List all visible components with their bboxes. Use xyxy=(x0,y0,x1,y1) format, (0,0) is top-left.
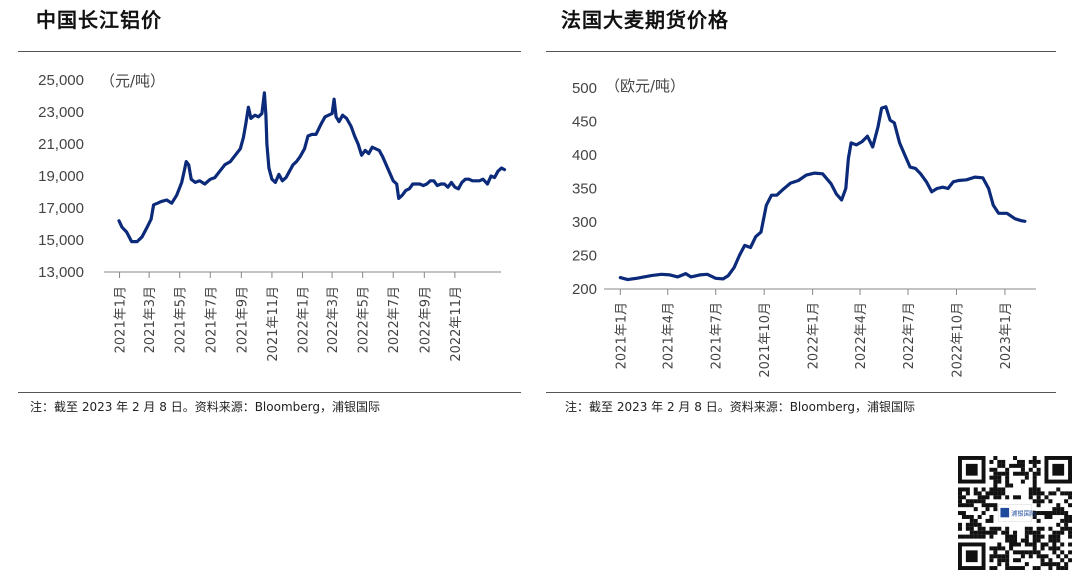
x-tick-label: 2022年1月 xyxy=(807,302,822,369)
y-tick-label: 21,000 xyxy=(38,136,84,153)
x-tick-label: 2021年11月 xyxy=(266,286,281,362)
x-tick-label: 2022年10月 xyxy=(950,302,965,378)
x-tick-label: 2022年11月 xyxy=(449,286,464,362)
x-tick-label: 2021年10月 xyxy=(758,302,773,378)
chart-title-aluminum: 中国长江铝价 xyxy=(36,8,162,32)
y-tick-label: 13,000 xyxy=(38,264,84,281)
y-tick-label: 250 xyxy=(572,248,597,265)
x-tick-label: 2021年5月 xyxy=(174,286,189,353)
y-tick-label: 23,000 xyxy=(38,104,84,121)
x-tick-label: 2022年1月 xyxy=(297,286,312,353)
svg-text:浦银国际: 浦银国际 xyxy=(1011,509,1036,518)
x-tick-label: 2022年7月 xyxy=(387,286,402,353)
unit-label: （元/吨） xyxy=(100,72,165,90)
source-note-left: 注：截至 2023 年 2 月 8 日。资料来源：Bloomberg，浦银国际 xyxy=(30,400,380,414)
x-tick-label: 2021年9月 xyxy=(235,286,250,353)
x-tick-label: 2021年1月 xyxy=(614,302,629,369)
unit-label: （欧元/吨） xyxy=(605,77,685,95)
x-tick-label: 2021年3月 xyxy=(143,286,158,353)
y-tick-label: 450 xyxy=(572,114,597,131)
aluminum-price-chart: （元/吨） 25,000 23,000 21,000 19,000 17,000 15,00… xyxy=(38,72,507,362)
y-tick-label: 350 xyxy=(572,181,597,198)
x-tick-label: 2021年7月 xyxy=(710,302,725,369)
series-line xyxy=(117,91,507,244)
y-tick-label: 19,000 xyxy=(38,168,84,185)
title-divider-left xyxy=(18,51,521,52)
chart-title-barley: 法国大麦期货价格 xyxy=(561,8,729,32)
x-tick-label: 2021年4月 xyxy=(662,302,677,369)
y-tick-label: 500 xyxy=(572,80,597,97)
title-divider-right xyxy=(546,51,1056,52)
y-tick-label: 200 xyxy=(572,281,597,298)
note-divider-left xyxy=(18,392,521,393)
series-line xyxy=(618,105,1027,282)
x-tick-label: 2022年7月 xyxy=(902,302,917,369)
x-tick-label: 2022年5月 xyxy=(357,286,372,353)
qr-code: 浦银国际 xyxy=(958,456,1072,570)
x-tick-label: 2021年1月 xyxy=(114,286,129,353)
x-tick-label: 2021年7月 xyxy=(204,286,219,353)
barley-futures-chart: （欧元/吨） 500 450 400 350 300 250 200 2021年1月 2021年4… xyxy=(572,77,1036,378)
y-tick-label: 300 xyxy=(572,214,597,231)
x-tick-label: 2023年1月 xyxy=(999,302,1014,369)
y-tick-label: 25,000 xyxy=(38,72,84,89)
source-note-right: 注：截至 2023 年 2 月 8 日。资料来源：Bloomberg，浦银国际 xyxy=(565,400,915,414)
x-tick-label: 2022年9月 xyxy=(418,286,433,353)
note-divider-right xyxy=(546,392,1056,393)
x-tick-label: 2022年3月 xyxy=(326,286,341,353)
x-tick-label: 2022年4月 xyxy=(854,302,869,369)
y-tick-label: 15,000 xyxy=(38,232,84,249)
y-tick-label: 400 xyxy=(572,147,597,164)
y-tick-label: 17,000 xyxy=(38,200,84,217)
